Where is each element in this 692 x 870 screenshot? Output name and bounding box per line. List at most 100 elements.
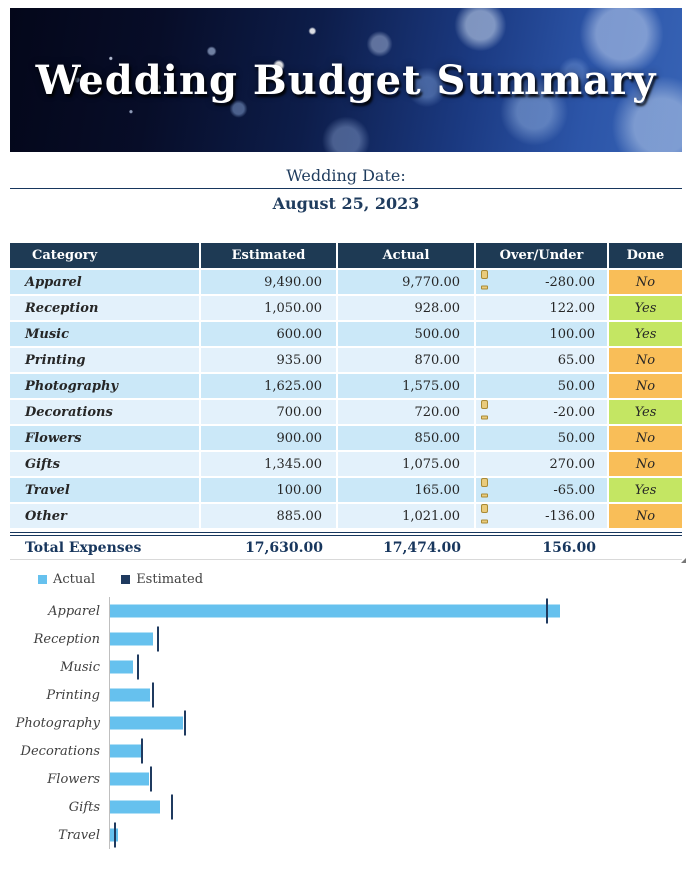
actual-bar xyxy=(110,716,183,730)
estimated-cell: 1,625.00 xyxy=(199,372,338,400)
actual-bar xyxy=(110,632,153,646)
banner-image: Wedding Budget Summary xyxy=(10,8,682,152)
estimated-tick xyxy=(150,766,153,792)
over-under-cell: 122.00 xyxy=(474,294,609,322)
estimated-cell: 1,345.00 xyxy=(199,450,338,478)
chart-row: Apparel xyxy=(10,597,692,625)
budget-chart: Actual Estimated Apparel Reception Music… xyxy=(10,572,692,849)
table-row: Music 600.00 500.00 100.00 Yes xyxy=(10,320,682,348)
over-under-value: 100.00 xyxy=(549,326,596,342)
estimated-cell: 900.00 xyxy=(199,424,338,452)
estimated-cell: 700.00 xyxy=(199,398,338,426)
estimated-tick xyxy=(136,654,139,680)
estimated-cell: 935.00 xyxy=(199,346,338,374)
legend-swatch-actual-icon xyxy=(38,575,47,584)
chart-plot-area xyxy=(109,681,663,709)
actual-cell: 870.00 xyxy=(336,346,476,374)
table-row: Decorations 700.00 720.00 -20.00 Yes xyxy=(10,398,682,426)
actual-bar xyxy=(110,688,151,702)
over-under-value: 50.00 xyxy=(557,430,595,446)
over-under-cell: -280.00 xyxy=(474,268,609,296)
table-row: Other 885.00 1,021.00 -136.00 No xyxy=(10,502,682,530)
chart-plot-area xyxy=(109,597,663,625)
table-row: Reception 1,050.00 928.00 122.00 Yes xyxy=(10,294,682,322)
chart-plot-area xyxy=(109,625,663,653)
table-row: Printing 935.00 870.00 65.00 No xyxy=(10,346,682,374)
chart-plot-area xyxy=(109,793,663,821)
budget-table: Category Estimated Actual Over/Under Don… xyxy=(10,243,682,530)
total-divider-double-line xyxy=(10,532,682,536)
chart-row: Photography xyxy=(10,709,692,737)
chart-rows: Apparel Reception Music Printing Photogr… xyxy=(10,597,692,849)
legend-swatch-estimated-icon xyxy=(121,575,131,584)
over-under-cell: 50.00 xyxy=(474,424,609,452)
category-cell: Decorations xyxy=(10,398,201,426)
total-label: Total Expenses xyxy=(25,539,142,556)
chart-plot-area xyxy=(109,737,663,765)
category-cell: Gifts xyxy=(10,450,201,478)
actual-cell: 1,021.00 xyxy=(336,502,476,530)
chart-category-label: Music xyxy=(60,659,100,675)
over-under-cell: 100.00 xyxy=(474,320,609,348)
warning-icon xyxy=(481,478,488,498)
over-under-cell: 270.00 xyxy=(474,450,609,478)
legend-item-estimated: Estimated xyxy=(121,572,203,587)
over-under-value: -280.00 xyxy=(545,274,595,290)
done-cell: Yes xyxy=(607,294,682,322)
chart-category-label: Apparel xyxy=(48,603,100,619)
done-cell: No xyxy=(607,424,682,452)
table-row: Travel 100.00 165.00 -65.00 Yes xyxy=(10,476,682,504)
estimated-tick xyxy=(113,822,116,848)
done-cell: Yes xyxy=(607,320,682,348)
estimated-cell: 885.00 xyxy=(199,502,338,530)
legend-label-estimated: Estimated xyxy=(136,572,204,587)
wedding-date-section: Wedding Date: August 25, 2023 xyxy=(0,166,692,213)
over-under-cell: -136.00 xyxy=(474,502,609,530)
category-cell: Travel xyxy=(10,476,201,504)
wedding-date-value: August 25, 2023 xyxy=(272,194,420,213)
actual-cell: 1,075.00 xyxy=(336,450,476,478)
divider-line xyxy=(10,188,682,189)
total-expenses-row: Total Expenses 17,630.00 17,474.00 156.0… xyxy=(10,536,686,563)
table-header-row: Category Estimated Actual Over/Under Don… xyxy=(10,243,682,270)
category-cell: Music xyxy=(10,320,201,348)
total-actual-value: 17,474.00 xyxy=(383,539,461,556)
page-title: Wedding Budget Summary xyxy=(35,56,657,104)
actual-bar xyxy=(110,800,160,814)
over-under-value: -65.00 xyxy=(553,482,595,498)
legend-label-actual: Actual xyxy=(53,572,96,587)
estimated-tick xyxy=(152,682,155,708)
warning-icon xyxy=(481,400,488,420)
chart-category-label: Travel xyxy=(58,827,100,843)
done-cell: No xyxy=(607,268,682,296)
chart-row: Music xyxy=(10,653,692,681)
chart-category-label: Flowers xyxy=(47,771,100,787)
category-cell: Printing xyxy=(10,346,201,374)
done-cell: No xyxy=(607,346,682,374)
done-cell: Yes xyxy=(607,476,682,504)
header-estimated: Estimated xyxy=(199,243,338,270)
table-row: Apparel 9,490.00 9,770.00 -280.00 No xyxy=(10,268,682,296)
corner-anchor-icon xyxy=(681,558,686,563)
header-actual: Actual xyxy=(336,243,476,270)
estimated-cell: 9,490.00 xyxy=(199,268,338,296)
warning-icon xyxy=(481,504,488,524)
warning-icon xyxy=(481,270,488,290)
estimated-cell: 600.00 xyxy=(199,320,338,348)
actual-cell: 850.00 xyxy=(336,424,476,452)
actual-bar xyxy=(110,772,150,786)
category-cell: Apparel xyxy=(10,268,201,296)
header-done: Done xyxy=(607,243,682,270)
estimated-tick xyxy=(546,598,549,624)
total-over-under-value: 156.00 xyxy=(542,539,596,556)
actual-bar xyxy=(110,660,134,674)
chart-category-label: Decorations xyxy=(20,743,100,759)
actual-cell: 9,770.00 xyxy=(336,268,476,296)
chart-plot-area xyxy=(109,709,663,737)
actual-bar xyxy=(110,744,144,758)
estimated-cell: 1,050.00 xyxy=(199,294,338,322)
estimated-tick xyxy=(141,738,144,764)
over-under-cell: 50.00 xyxy=(474,372,609,400)
chart-plot-area xyxy=(109,821,663,849)
table-row: Gifts 1,345.00 1,075.00 270.00 No xyxy=(10,450,682,478)
